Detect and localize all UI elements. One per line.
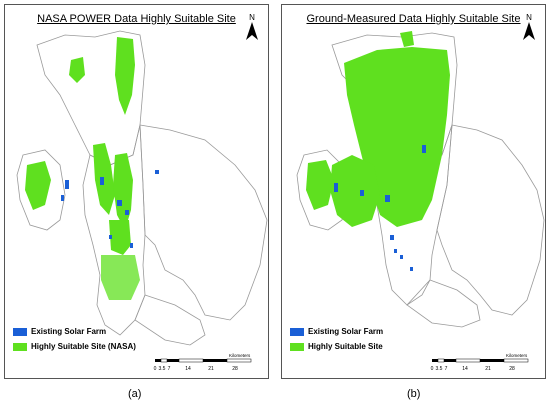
- solar-farm: [109, 235, 112, 239]
- scale-tick: 21: [485, 366, 491, 372]
- scale-bar: Kilometers 0 3.5 7 14 21 28: [154, 353, 252, 372]
- suitable-patch-north-west: [69, 57, 85, 83]
- solar-farms: [334, 145, 426, 271]
- solar-farm: [117, 200, 122, 206]
- legend-swatch-green: [290, 342, 304, 351]
- solar-farm: [100, 177, 104, 185]
- scale-tick: 28: [232, 366, 238, 372]
- solar-farm: [394, 249, 397, 253]
- solar-farm: [422, 145, 426, 153]
- solar-farm: [125, 210, 129, 215]
- solar-farm: [385, 195, 390, 202]
- boundary-south-extension: [406, 279, 481, 328]
- solar-farm: [334, 183, 338, 192]
- north-label: N: [249, 13, 255, 22]
- boundary-lines: [16, 30, 268, 346]
- boundary-central-district: [373, 124, 453, 306]
- scale-bar: Kilometers 0 3.5 7 14 21 28: [431, 353, 529, 372]
- scale-tick: 7: [445, 366, 448, 372]
- legend-swatch-blue: [290, 327, 304, 336]
- north-arrow-icon: N: [523, 13, 535, 40]
- panel-title: Ground-Measured Data Highly Suitable Sit…: [306, 13, 521, 25]
- map-legend: Existing Solar Farm Highly Suitable Site: [290, 325, 383, 355]
- scale-tick: 14: [462, 366, 468, 372]
- legend-item-solar-farm: Existing Solar Farm: [290, 325, 383, 338]
- scale-tick: 7: [168, 366, 171, 372]
- boundary-west-island: [296, 149, 348, 231]
- legend-item-suitable-site: Highly Suitable Site: [290, 340, 383, 353]
- boundary-lines: [296, 32, 545, 328]
- legend-item-suitable-site: Highly Suitable Site (NASA): [13, 340, 136, 353]
- map-legend: Existing Solar Farm Highly Suitable Site…: [13, 325, 136, 355]
- solar-farm: [61, 195, 64, 201]
- suitable-areas: [25, 37, 140, 300]
- scale-unit: Kilometers: [506, 353, 528, 358]
- scale-tick: 0: [431, 366, 434, 372]
- legend-swatch-blue: [13, 327, 27, 336]
- boundary-west-island: [16, 149, 66, 231]
- legend-label: Existing Solar Farm: [31, 327, 107, 336]
- map-canvas: [16, 30, 268, 346]
- map-panel-ground: Ground-Measured Data Highly Suitable Sit…: [281, 4, 546, 379]
- north-label: N: [526, 13, 532, 22]
- scale-unit: Kilometers: [229, 353, 251, 358]
- scale-tick: 28: [509, 366, 515, 372]
- scale-tick: 21: [208, 366, 214, 372]
- panel-title: NASA POWER Data Highly Suitable Site: [37, 13, 236, 25]
- map-canvas: [296, 31, 545, 328]
- legend-item-solar-farm: Existing Solar Farm: [13, 325, 136, 338]
- suitable-patch-island: [306, 160, 334, 210]
- solar-farm: [65, 180, 69, 189]
- solar-farm: [360, 190, 364, 196]
- legend-label: Highly Suitable Site (NASA): [31, 342, 136, 351]
- boundary-east-district: [139, 124, 268, 321]
- map-panel-nasa: NASA POWER Data Highly Suitable Site N E…: [4, 4, 269, 379]
- scale-tick: 3.5: [436, 366, 443, 372]
- suitable-area-west-coast: [330, 155, 380, 227]
- boundary-east-district: [436, 124, 545, 316]
- suitable-patch-north-tip: [400, 31, 414, 47]
- solar-farm: [390, 235, 394, 240]
- legend-label: Highly Suitable Site: [308, 342, 383, 351]
- solar-farm: [130, 243, 133, 248]
- suitable-patch-island: [25, 161, 51, 210]
- solar-farm: [155, 170, 159, 174]
- solar-farm: [410, 267, 413, 271]
- legend-label: Existing Solar Farm: [308, 327, 384, 336]
- scale-tick: 3.5: [159, 366, 166, 372]
- boundary-south-extension: [134, 294, 206, 346]
- scale-tick: 14: [185, 366, 191, 372]
- legend-swatch-green: [13, 342, 27, 351]
- north-arrow-icon: N: [246, 13, 258, 40]
- suitable-areas: [306, 31, 450, 227]
- solar-farm: [400, 255, 403, 259]
- suitable-strip-north: [115, 37, 135, 115]
- caption-b: (b): [407, 388, 421, 400]
- scale-tick: 0: [154, 366, 157, 372]
- caption-a: (a): [128, 388, 142, 400]
- suitable-strip-spine: [113, 153, 133, 230]
- solar-farms: [61, 170, 159, 248]
- suitable-patch-south: [101, 255, 140, 300]
- suitable-patch-lower-spine: [109, 220, 131, 255]
